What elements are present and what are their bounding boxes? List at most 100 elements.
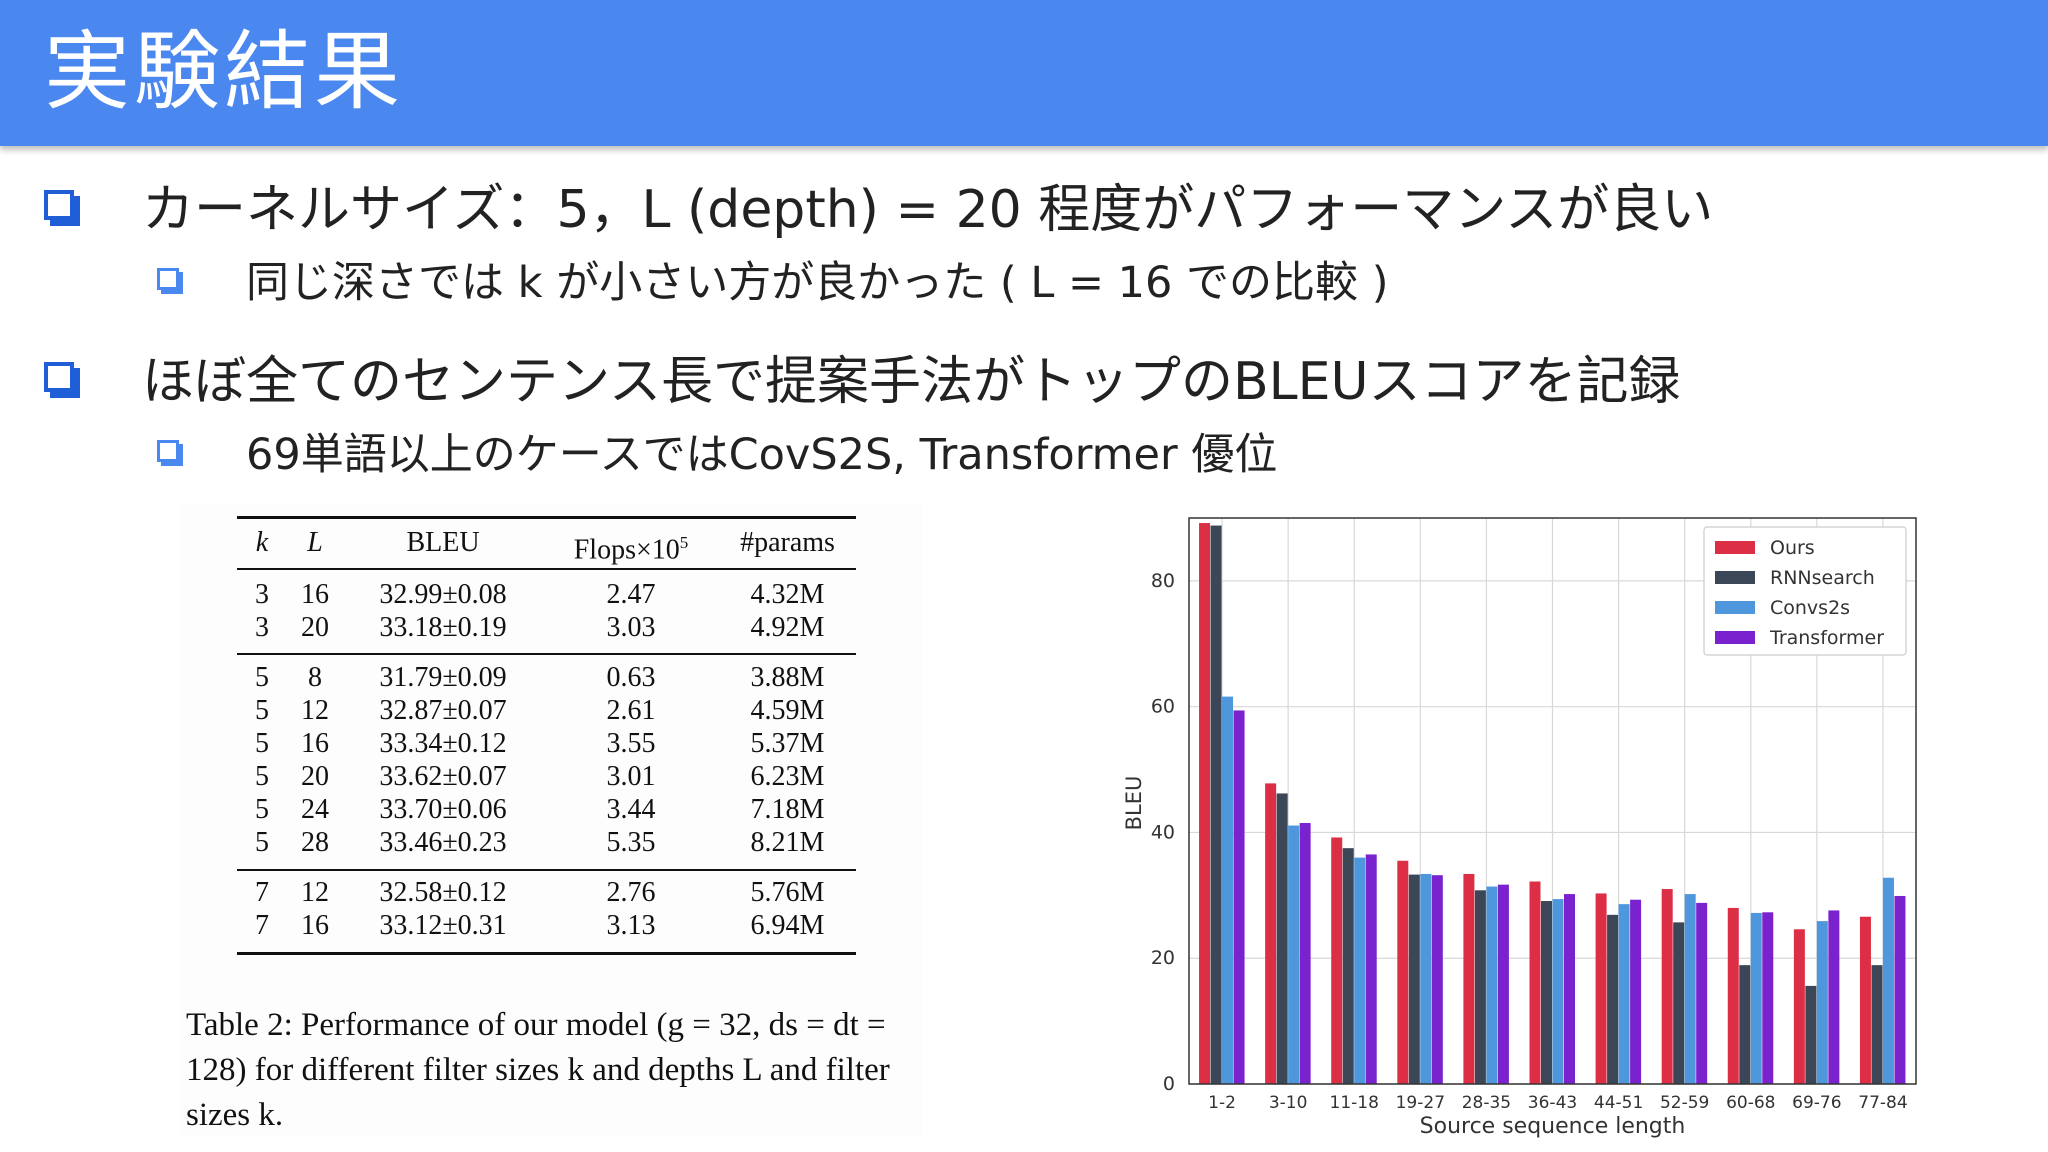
bar-ours: [1397, 860, 1409, 1084]
bar-rnnsearch: [1342, 848, 1354, 1084]
cell-bleu: 33.12±0.31: [379, 910, 507, 941]
bar-transformer: [1762, 912, 1774, 1084]
cell-L: 24: [301, 794, 329, 825]
cell-flops: 3.01: [606, 761, 656, 792]
cell-flops: 2.61: [606, 695, 656, 726]
table-group-rule: [237, 653, 856, 655]
cell-k: 5: [255, 662, 269, 693]
bullet-square-icon: [44, 362, 74, 392]
cell-flops: 0.63: [606, 662, 656, 693]
cell-L: 16: [301, 910, 329, 941]
bar-ours: [1265, 783, 1277, 1084]
cell-bleu: 32.87±0.07: [379, 695, 507, 726]
table-top-rule: [237, 516, 856, 519]
cell-params: 7.18M: [750, 794, 825, 825]
bullet-kernel-size: カーネルサイズ：5，L (depth) = 20 程度がパフォーマンスが良い: [142, 180, 1714, 240]
bar-transformer: [1564, 894, 1575, 1084]
bar-convs2s: [1420, 873, 1432, 1084]
cell-k: 3: [255, 579, 269, 610]
bar-convs2s: [1552, 899, 1564, 1084]
y-tick-label: 60: [1151, 696, 1175, 718]
cell-params: 6.94M: [750, 910, 825, 941]
x-tick-label: 52-59: [1660, 1093, 1709, 1113]
y-tick-label: 40: [1151, 821, 1175, 843]
bar-convs2s: [1618, 904, 1630, 1084]
bar-convs2s: [1750, 912, 1762, 1084]
bar-ours: [1595, 893, 1607, 1084]
table-header-k: k: [255, 527, 269, 558]
table-header-params: #params: [740, 527, 835, 558]
plot-frame: [1188, 517, 1917, 1085]
legend-label: Ours: [1770, 537, 1815, 559]
bar-transformer: [1696, 902, 1708, 1084]
cell-L: 16: [301, 728, 329, 759]
legend-label: Transformer: [1769, 627, 1884, 649]
table-caption: Table 2: Performance of our model (g = 3…: [186, 1007, 890, 1133]
bar-transformer: [1365, 854, 1377, 1084]
chart-svg: 1-2 3-10 11-18 19-27 28-35 36-43 44-51 52-59 60-…: [1122, 517, 1917, 1139]
table-header-flops: Flops×105: [543, 527, 719, 566]
bar-convs2s: [1222, 696, 1234, 1084]
flops-label: Flops×10: [573, 534, 680, 566]
y-tick-label: 20: [1151, 947, 1175, 969]
cell-params: 4.59M: [750, 695, 825, 726]
bar-convs2s: [1354, 857, 1366, 1084]
y-tick-label: 0: [1163, 1073, 1175, 1095]
bar-transformer: [1299, 823, 1311, 1084]
bar-ours: [1331, 837, 1343, 1084]
bar-ours: [1199, 523, 1211, 1084]
cell-flops: 3.44: [606, 794, 656, 825]
bar-ours: [1463, 873, 1475, 1084]
y-axis-label: BLEU: [1122, 776, 1146, 831]
bleu-bar-chart: 1-2 3-10 11-18 19-27 28-35 36-43 44-51 52-59 60-…: [1112, 503, 1928, 1148]
cell-bleu: 33.34±0.12: [379, 728, 507, 759]
cell-k: 3: [255, 612, 269, 643]
bar-rnnsearch: [1474, 890, 1486, 1084]
cell-params: 4.32M: [750, 579, 825, 610]
cell-L: 28: [301, 827, 329, 858]
cell-flops: 5.35: [606, 827, 656, 858]
bar-rnnsearch: [1210, 525, 1222, 1084]
cell-k: 5: [255, 794, 269, 825]
sub-bullet-long-sentences: 69単語以上のケースではCovS2S, Transformer 優位: [246, 430, 1278, 480]
results-table-figure: k L BLEU Flops×105 #params 3 16 32.99±0.…: [180, 503, 922, 1135]
bullet-square-icon: [44, 190, 74, 220]
bar-rnnsearch: [1739, 965, 1751, 1084]
cell-k: 5: [255, 827, 269, 858]
x-tick-label: 44-51: [1594, 1093, 1643, 1113]
sub-bullet-square-icon: [157, 440, 179, 462]
bar-transformer: [1894, 895, 1906, 1084]
legend-label: Convs2s: [1770, 597, 1850, 619]
cell-L: 12: [301, 695, 329, 726]
bar-rnnsearch: [1541, 900, 1552, 1084]
sub-bullet-depth-comparison: 同じ深さでは k が小さい方が良かった ( L = 16 での比較 ): [246, 258, 1389, 308]
bar-ours: [1793, 929, 1805, 1084]
bar-rnnsearch: [1276, 793, 1288, 1084]
cell-flops: 2.47: [606, 579, 656, 610]
bar-rnnsearch: [1408, 874, 1420, 1084]
bar-rnnsearch: [1805, 985, 1817, 1084]
table-header-bleu: BLEU: [406, 527, 480, 558]
legend-swatch-convs2s: [1715, 601, 1755, 614]
cell-flops: 2.76: [606, 877, 656, 908]
bar-transformer: [1431, 875, 1443, 1084]
bar-transformer: [1630, 899, 1642, 1084]
cell-params: 5.76M: [750, 877, 825, 908]
cell-flops: 3.03: [606, 612, 656, 643]
x-tick-label: 1-2: [1208, 1093, 1236, 1113]
cell-bleu: 33.62±0.07: [379, 761, 507, 792]
x-tick-label: 77-84: [1858, 1093, 1907, 1113]
cell-bleu: 33.46±0.23: [379, 827, 507, 858]
cell-bleu: 33.18±0.19: [379, 612, 507, 643]
bar-convs2s: [1882, 877, 1894, 1084]
legend-box: [1703, 526, 1907, 656]
bar-convs2s: [1486, 886, 1498, 1084]
cell-params: 3.88M: [750, 662, 825, 693]
legend-swatch-ours: [1715, 541, 1755, 554]
cell-bleu: 32.58±0.12: [379, 877, 507, 908]
x-tick-label: 60-68: [1726, 1093, 1775, 1113]
bar-rnnsearch: [1673, 922, 1685, 1084]
bullet-bleu-top: ほぼ全てのセンテンス長で提案手法がトップのBLEUスコアを記録: [142, 352, 1681, 412]
cell-L: 8: [308, 662, 322, 693]
slide-title: 実験結果: [44, 22, 404, 122]
